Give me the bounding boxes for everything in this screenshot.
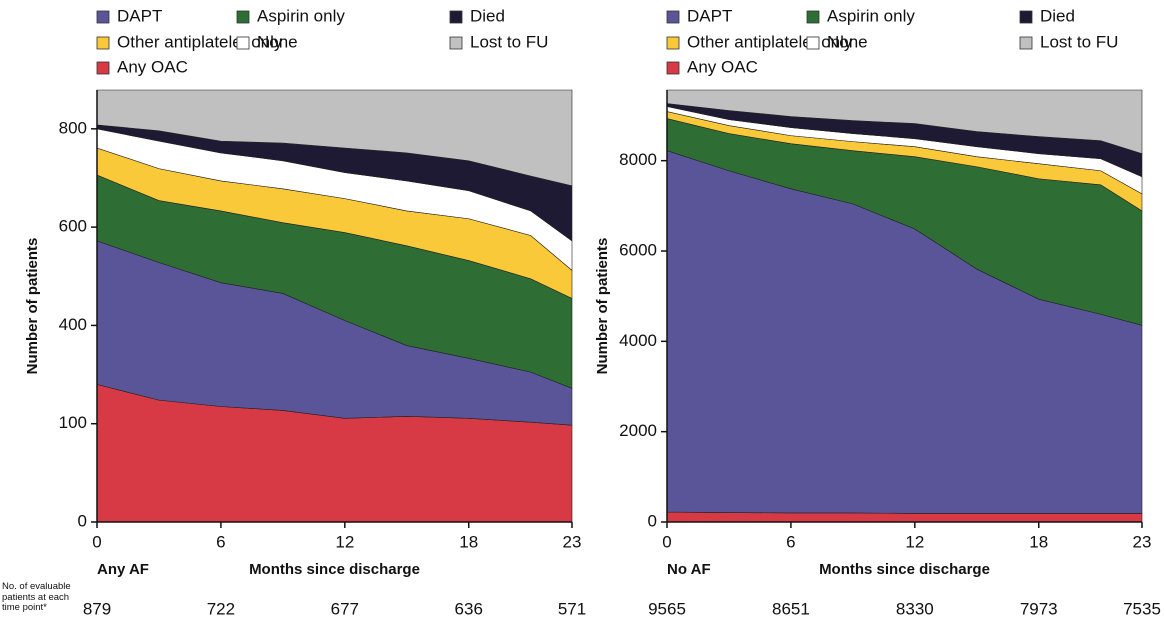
legend-swatch	[236, 36, 250, 50]
legend-swatch	[96, 61, 110, 75]
evaluable-count: 677	[331, 599, 359, 618]
evaluable-label: No. of evaluable patients at each time p…	[2, 581, 71, 613]
legend-label: Died	[1040, 6, 1075, 25]
y-axis-label: Number of patients	[594, 238, 611, 375]
legend-swatch	[449, 36, 463, 50]
legend-swatch	[1019, 36, 1033, 50]
legend-swatch	[666, 10, 680, 24]
legend-label: Aspirin only	[257, 6, 345, 25]
x-tick-label: 23	[563, 532, 582, 551]
y-tick-label: 2000	[619, 421, 657, 440]
evaluable-count: 571	[558, 599, 586, 618]
legend-label: Lost to FU	[1040, 32, 1118, 51]
y-tick-label: 0	[78, 511, 87, 530]
evaluable-count: 636	[455, 599, 483, 618]
x-tick-label: 0	[92, 532, 101, 551]
x-axis-label: Months since discharge	[819, 561, 990, 578]
legend-swatch	[806, 10, 820, 24]
y-tick-label: 6000	[619, 240, 657, 259]
x-tick-label: 18	[459, 532, 478, 551]
legend-label: None	[827, 32, 868, 51]
evaluable-count: 879	[83, 599, 111, 618]
evaluable-count: 8330	[896, 599, 934, 618]
y-tick-label: 8000	[619, 150, 657, 169]
x-tick-label: 0	[662, 532, 671, 551]
area	[96, 89, 573, 187]
y-tick-label: 800	[59, 118, 87, 137]
evaluable-count: 7973	[1020, 599, 1058, 618]
x-tick-label: 12	[335, 532, 354, 551]
area	[666, 89, 1143, 155]
evaluable-count: 722	[207, 599, 235, 618]
legend-swatch	[1019, 10, 1033, 24]
legend-swatch	[666, 36, 680, 50]
x-axis-label: Months since discharge	[249, 561, 420, 578]
legend-label: DAPT	[687, 6, 732, 25]
evaluable-count: 8651	[772, 599, 810, 618]
y-tick-label: 600	[59, 217, 87, 236]
legend-label: Any OAC	[687, 57, 758, 76]
legend-swatch	[666, 61, 680, 75]
legend-label: Died	[470, 6, 505, 25]
legend-label: Aspirin only	[827, 6, 915, 25]
panel-label: Any AF	[97, 561, 149, 578]
legend-label: None	[257, 32, 298, 51]
legend-swatch	[96, 10, 110, 24]
legend-swatch	[236, 10, 250, 24]
x-tick-label: 12	[905, 532, 924, 551]
x-tick-label: 6	[786, 532, 795, 551]
legend-label: Lost to FU	[470, 32, 548, 51]
y-axis-label: Number of patients	[24, 238, 41, 375]
x-tick-label: 6	[216, 532, 225, 551]
legend-swatch	[449, 10, 463, 24]
y-tick-label: 400	[59, 315, 87, 334]
legend-swatch	[96, 36, 110, 50]
x-tick-label: 23	[1133, 532, 1152, 551]
y-tick-label: 4000	[619, 331, 657, 350]
x-tick-label: 18	[1029, 532, 1048, 551]
evaluable-count: 9565	[648, 599, 686, 618]
y-tick-label: 0	[648, 511, 657, 530]
evaluable-count: 7535	[1123, 599, 1161, 618]
legend-label: Any OAC	[117, 57, 188, 76]
panel-label: No AF	[667, 561, 711, 578]
y-tick-label: 100	[59, 413, 87, 432]
legend-swatch	[806, 36, 820, 50]
legend-label: DAPT	[117, 6, 162, 25]
